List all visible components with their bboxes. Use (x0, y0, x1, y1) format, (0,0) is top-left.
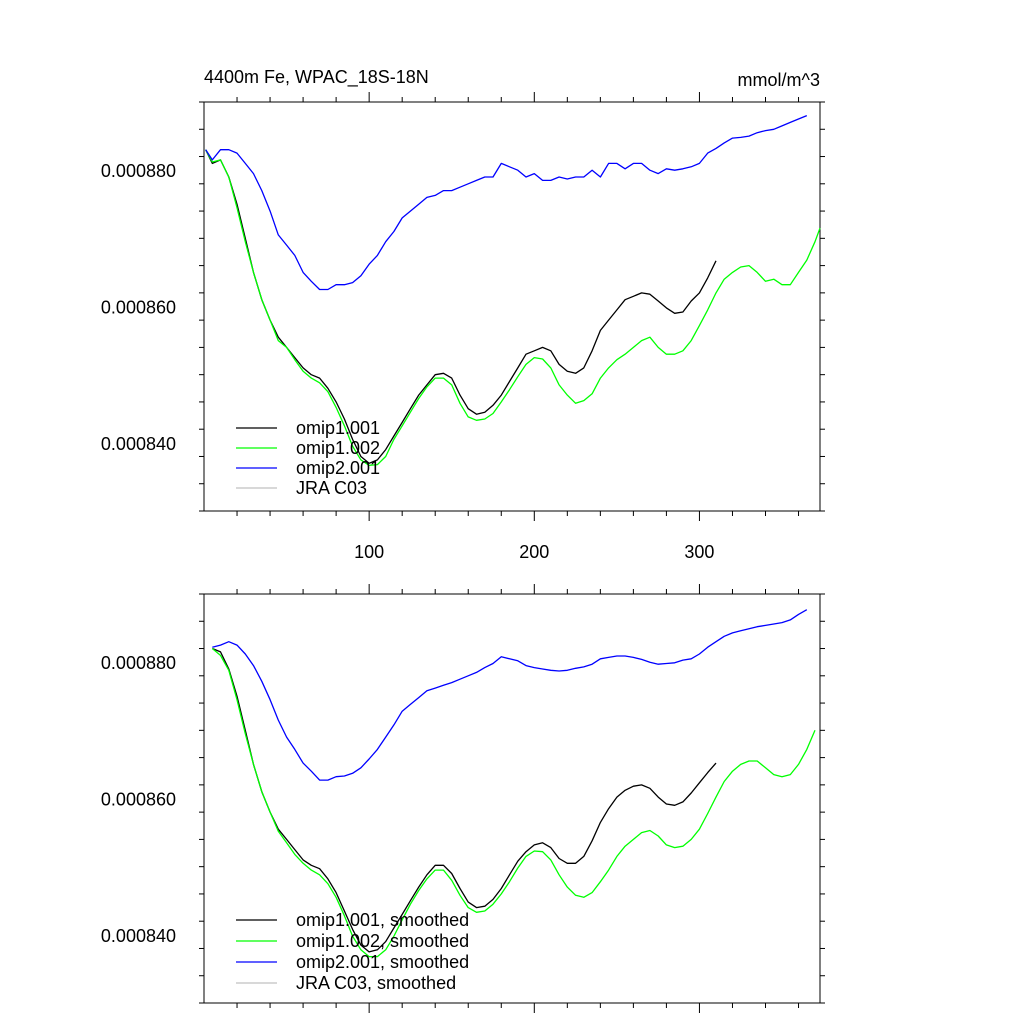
y-tick-label: 0.000840 (101, 926, 176, 946)
legend-label: omip2.001, smoothed (296, 952, 469, 972)
x-tick-label: 100 (354, 542, 384, 562)
y-tick-label: 0.000840 (101, 434, 176, 454)
plot-frame (203, 101, 821, 512)
legend-label: omip1.002, smoothed (296, 931, 469, 951)
series-line-2 (205, 149, 821, 466)
y-tick-label: 0.000860 (101, 790, 176, 810)
y-tick-label: 0.000860 (101, 298, 176, 318)
legend-label: omip1.002 (296, 438, 380, 458)
legend-label: JRA C03, smoothed (296, 973, 456, 993)
series-line-1 (205, 149, 717, 464)
y-tick-label: 0.000880 (101, 161, 176, 181)
chart-panel-top: 4400m Fe, WPAC_18S-18N mmol/m^3 100 200 30… (101, 67, 825, 562)
legend-label: omip1.001, smoothed (296, 910, 469, 930)
legend-label: omip2.001 (296, 458, 380, 478)
y-tick-label: 0.000880 (101, 653, 176, 673)
series-line-1 (212, 647, 717, 953)
series-line-2 (211, 648, 816, 958)
legend-label: omip1.001 (296, 418, 380, 438)
x-tick-label: 200 (519, 542, 549, 562)
series-line-3 (212, 609, 808, 781)
chart-title: 4400m Fe, WPAC_18S-18N (204, 67, 429, 88)
series-line-3 (205, 114, 808, 291)
legend-label: JRA C03 (296, 478, 367, 498)
plot-frame (203, 593, 821, 1004)
x-tick-label: 300 (684, 542, 714, 562)
units-label: mmol/m^3 (738, 70, 820, 90)
chart-panel-bottom: 0.000840 0.000860 0.000880 omip1.001, smoot… (101, 584, 825, 1013)
